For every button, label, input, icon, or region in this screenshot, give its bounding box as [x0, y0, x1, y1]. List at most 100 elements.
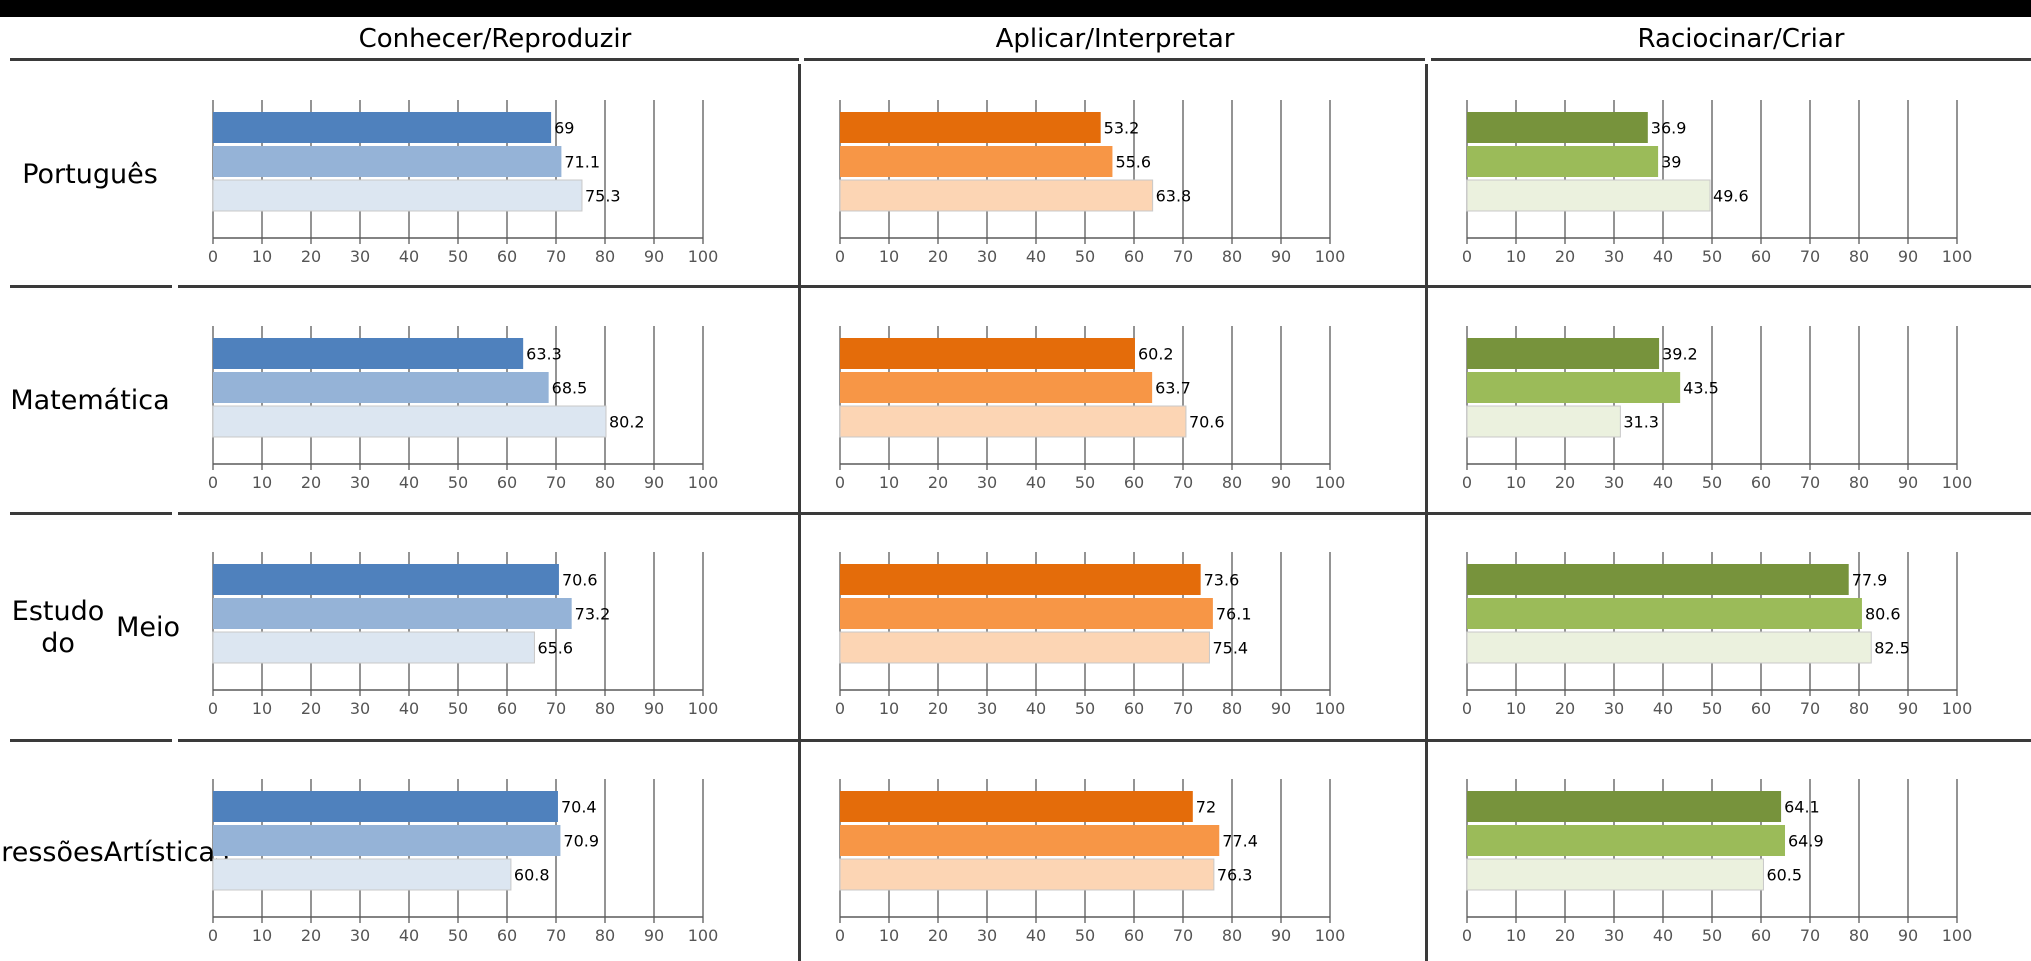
bar [840, 112, 1101, 143]
x-tick-label: 80 [1222, 473, 1242, 492]
x-tick-label: 0 [208, 473, 218, 492]
row-label-line: Meio [116, 612, 180, 643]
row-separator-2b [178, 512, 2031, 515]
x-tick-label: 40 [1653, 473, 1673, 492]
bar-value-label: 75.3 [585, 187, 621, 206]
x-tick-label: 100 [1942, 473, 1973, 492]
x-tick-label: 50 [448, 699, 468, 718]
x-tick-label: 80 [1849, 473, 1869, 492]
bar-value-label: 70.4 [561, 798, 597, 817]
bar-value-label: 73.6 [1204, 571, 1240, 590]
x-tick-label: 100 [1942, 247, 1973, 266]
x-tick-label: 90 [644, 926, 664, 945]
x-tick-label: 20 [301, 247, 321, 266]
bar-value-label: 77.9 [1852, 571, 1888, 590]
bar [1467, 825, 1786, 856]
x-tick-label: 30 [1604, 699, 1624, 718]
x-tick-label: 40 [399, 473, 419, 492]
bar-value-label: 70.6 [562, 571, 598, 590]
x-tick-label: 10 [252, 473, 272, 492]
x-tick-label: 0 [1462, 473, 1472, 492]
x-tick-label: 50 [448, 926, 468, 945]
bar-value-label: 75.4 [1212, 639, 1248, 658]
x-tick-label: 90 [1898, 247, 1918, 266]
row-label-line: Artísticas [103, 836, 229, 868]
x-tick-label: 0 [1462, 699, 1472, 718]
x-tick-label: 100 [1315, 926, 1346, 945]
x-tick-label: 90 [1898, 699, 1918, 718]
x-tick-label: 0 [835, 926, 845, 945]
bar-value-label: 71.1 [564, 153, 600, 172]
bar [840, 372, 1153, 403]
x-tick-label: 10 [252, 926, 272, 945]
x-tick-label: 30 [1604, 926, 1624, 945]
row-separator-3b [178, 739, 2031, 742]
bar-value-label: 69 [554, 119, 574, 138]
x-tick-label: 70 [1800, 926, 1820, 945]
row-label-estudo-do-meio: Estudo do Meio [0, 517, 180, 739]
x-tick-label: 10 [879, 699, 899, 718]
x-tick-label: 40 [1653, 926, 1673, 945]
x-tick-label: 10 [879, 247, 899, 266]
x-tick-label: 30 [350, 926, 370, 945]
row-label-expressoes-artisticas: Expressões Artísticas [0, 744, 229, 961]
x-tick-label: 90 [1271, 699, 1291, 718]
bar [212, 179, 583, 212]
x-tick-label: 70 [1800, 699, 1820, 718]
x-tick-label: 10 [1506, 926, 1526, 945]
bar [1467, 146, 1659, 177]
bar [1467, 372, 1681, 403]
bar-value-label: 70.9 [563, 832, 599, 851]
x-tick-label: 100 [1315, 247, 1346, 266]
x-tick-label: 10 [879, 926, 899, 945]
x-tick-label: 0 [835, 699, 845, 718]
x-tick-label: 40 [1026, 699, 1046, 718]
x-tick-label: 80 [595, 247, 615, 266]
bar-value-label: 53.2 [1104, 119, 1140, 138]
row-label-line: Expressões [0, 836, 104, 868]
x-tick-label: 20 [928, 247, 948, 266]
x-tick-label: 60 [1124, 699, 1144, 718]
bar-value-label: 80.6 [1865, 605, 1901, 624]
x-tick-label: 70 [546, 247, 566, 266]
x-tick-label: 90 [1271, 473, 1291, 492]
x-tick-label: 30 [350, 699, 370, 718]
x-tick-label: 50 [1702, 247, 1722, 266]
x-tick-label: 40 [399, 699, 419, 718]
x-tick-label: 90 [644, 699, 664, 718]
x-tick-label: 50 [448, 247, 468, 266]
x-tick-label: 90 [1271, 926, 1291, 945]
bar [213, 791, 558, 822]
bar-value-label: 39.2 [1662, 345, 1698, 364]
bar [1466, 858, 1764, 891]
bar [839, 179, 1154, 212]
x-tick-label: 70 [1173, 473, 1193, 492]
bar [212, 631, 535, 664]
x-tick-label: 20 [1555, 926, 1575, 945]
x-tick-label: 50 [1702, 926, 1722, 945]
x-tick-label: 70 [546, 473, 566, 492]
x-tick-label: 100 [688, 699, 719, 718]
x-tick-label: 30 [350, 247, 370, 266]
bar [1467, 338, 1660, 369]
x-tick-label: 60 [1751, 926, 1771, 945]
x-tick-label: 30 [977, 473, 997, 492]
x-tick-label: 60 [1124, 247, 1144, 266]
x-tick-label: 0 [208, 699, 218, 718]
x-tick-label: 80 [1222, 926, 1242, 945]
bar-value-label: 76.3 [1217, 866, 1253, 885]
x-tick-label: 40 [1026, 926, 1046, 945]
x-tick-label: 40 [1026, 247, 1046, 266]
x-tick-label: 100 [1942, 699, 1973, 718]
bar-value-label: 80.2 [609, 413, 645, 432]
x-tick-label: 80 [1222, 247, 1242, 266]
bar [1467, 564, 1849, 595]
bar-value-label: 60.5 [1766, 866, 1802, 885]
x-tick-label: 30 [977, 699, 997, 718]
x-tick-label: 20 [301, 699, 321, 718]
bar-value-label: 72 [1196, 798, 1216, 817]
bar [1467, 598, 1862, 629]
x-tick-label: 20 [928, 699, 948, 718]
x-tick-label: 0 [835, 473, 845, 492]
